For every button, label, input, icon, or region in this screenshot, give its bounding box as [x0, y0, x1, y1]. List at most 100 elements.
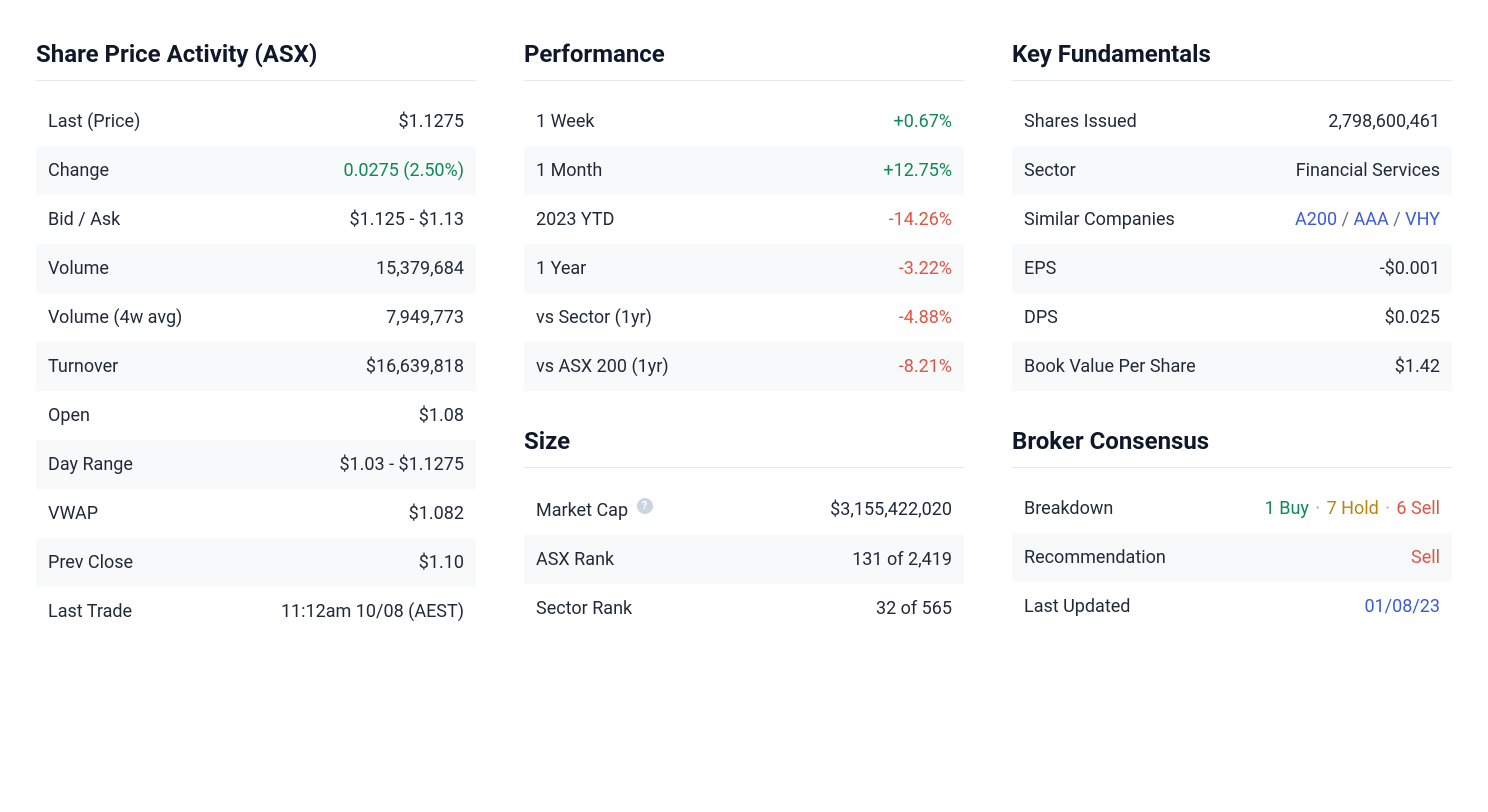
row-asx-rank: ASX Rank 131 of 2,419: [524, 535, 964, 584]
row-last-price: Last (Price) $1.1275: [36, 97, 476, 146]
label-prev-close: Prev Close: [48, 552, 133, 573]
row-vs-asx200: vs ASX 200 (1yr) -8.21%: [524, 342, 964, 391]
row-change: Change 0.0275 (2.50%): [36, 146, 476, 195]
value-day-range: $1.03 - $1.1275: [339, 454, 464, 475]
value-breakdown: 1 Buy · 7 Hold · 6 Sell: [1265, 498, 1440, 519]
row-bvps: Book Value Per Share $1.42: [1012, 342, 1452, 391]
label-similar-companies: Similar Companies: [1024, 209, 1175, 230]
label-sector: Sector: [1024, 160, 1076, 181]
value-shares-issued: 2,798,600,461: [1328, 111, 1440, 132]
value-vs-sector: -4.88%: [899, 307, 952, 328]
key-fundamentals-rows: Shares Issued 2,798,600,461 Sector Finan…: [1012, 97, 1452, 391]
value-prev-close: $1.10: [419, 552, 464, 573]
label-volume: Volume: [48, 258, 109, 279]
value-bvps: $1.42: [1395, 356, 1440, 377]
label-1-year: 1 Year: [536, 258, 586, 279]
middle-column: Performance 1 Week +0.67% 1 Month +12.75…: [524, 40, 964, 636]
value-vs-asx200: -8.21%: [899, 356, 952, 377]
performance-title: Performance: [524, 40, 964, 81]
label-day-range: Day Range: [48, 454, 133, 475]
similar-link-2[interactable]: VHY: [1405, 209, 1440, 230]
row-similar-companies: Similar Companies A200 / AAA / VHY: [1012, 195, 1452, 244]
row-open: Open $1.08: [36, 391, 476, 440]
value-sector-rank: 32 of 565: [876, 598, 952, 619]
row-vs-sector: vs Sector (1yr) -4.88%: [524, 293, 964, 342]
label-eps: EPS: [1024, 258, 1056, 279]
broker-consensus-rows: Breakdown 1 Buy · 7 Hold · 6 Sell Recomm…: [1012, 484, 1452, 631]
row-breakdown: Breakdown 1 Buy · 7 Hold · 6 Sell: [1012, 484, 1452, 533]
value-market-cap: $3,155,422,020: [830, 499, 952, 520]
value-sector: Financial Services: [1296, 160, 1440, 181]
label-market-cap-text: Market Cap: [536, 500, 628, 521]
value-1-week: +0.67%: [894, 111, 953, 132]
row-1-week: 1 Week +0.67%: [524, 97, 964, 146]
row-turnover: Turnover $16,639,818: [36, 342, 476, 391]
label-ytd: 2023 YTD: [536, 209, 614, 230]
size-title: Size: [524, 427, 964, 468]
key-fundamentals-section: Key Fundamentals Shares Issued 2,798,600…: [1012, 40, 1452, 391]
label-vs-asx200: vs ASX 200 (1yr): [536, 356, 669, 377]
similar-sep-0: /: [1342, 209, 1354, 230]
value-asx-rank: 131 of 2,419: [852, 549, 952, 570]
row-volume: Volume 15,379,684: [36, 244, 476, 293]
row-volume-4w: Volume (4w avg) 7,949,773: [36, 293, 476, 342]
row-dps: DPS $0.025: [1012, 293, 1452, 342]
row-bid-ask: Bid / Ask $1.125 - $1.13: [36, 195, 476, 244]
value-last-price: $1.1275: [399, 111, 464, 132]
similar-link-0[interactable]: A200: [1295, 209, 1337, 230]
label-bid-ask: Bid / Ask: [48, 209, 120, 230]
similar-link-1[interactable]: AAA: [1354, 209, 1389, 230]
value-last-updated[interactable]: 01/08/23: [1364, 596, 1440, 617]
breakdown-sell: 6 Sell: [1396, 498, 1440, 519]
breakdown-hold: 7 Hold: [1327, 498, 1379, 519]
size-section: Size Market Cap ? $3,155,422,020 ASX Ran…: [524, 427, 964, 633]
row-last-trade: Last Trade 11:12am 10/08 (AEST): [36, 587, 476, 636]
value-1-month: +12.75%: [883, 160, 952, 181]
label-shares-issued: Shares Issued: [1024, 111, 1137, 132]
label-last-trade: Last Trade: [48, 601, 132, 622]
performance-section: Performance 1 Week +0.67% 1 Month +12.75…: [524, 40, 964, 391]
value-volume-4w: 7,949,773: [386, 307, 464, 328]
value-volume: 15,379,684: [376, 258, 464, 279]
value-1-year: -3.22%: [899, 258, 952, 279]
share-price-activity-title: Share Price Activity (ASX): [36, 40, 476, 81]
label-1-month: 1 Month: [536, 160, 602, 181]
row-ytd: 2023 YTD -14.26%: [524, 195, 964, 244]
row-1-month: 1 Month +12.75%: [524, 146, 964, 195]
row-sector-rank: Sector Rank 32 of 565: [524, 584, 964, 633]
row-last-updated: Last Updated 01/08/23: [1012, 582, 1452, 631]
value-vwap: $1.082: [409, 503, 464, 524]
row-recommendation: Recommendation Sell: [1012, 533, 1452, 582]
label-open: Open: [48, 405, 90, 426]
share-price-activity-rows: Last (Price) $1.1275 Change 0.0275 (2.50…: [36, 97, 476, 636]
right-column: Key Fundamentals Shares Issued 2,798,600…: [1012, 40, 1452, 636]
help-icon[interactable]: ?: [637, 498, 653, 514]
value-dps: $0.025: [1385, 307, 1440, 328]
value-last-trade: 11:12am 10/08 (AEST): [281, 601, 464, 622]
row-vwap: VWAP $1.082: [36, 489, 476, 538]
label-last-price: Last (Price): [48, 111, 140, 132]
value-recommendation: Sell: [1411, 547, 1440, 568]
value-similar-companies: A200 / AAA / VHY: [1295, 209, 1440, 230]
label-volume-4w: Volume (4w avg): [48, 307, 182, 328]
share-price-activity-section: Share Price Activity (ASX) Last (Price) …: [36, 40, 476, 636]
similar-sep-1: /: [1393, 209, 1405, 230]
label-sector-rank: Sector Rank: [536, 598, 632, 619]
size-rows: Market Cap ? $3,155,422,020 ASX Rank 131…: [524, 484, 964, 633]
breakdown-dot-0: ·: [1309, 498, 1327, 519]
row-prev-close: Prev Close $1.10: [36, 538, 476, 587]
breakdown-buy: 1 Buy: [1265, 498, 1309, 519]
label-vs-sector: vs Sector (1yr): [536, 307, 652, 328]
row-sector: Sector Financial Services: [1012, 146, 1452, 195]
label-change: Change: [48, 160, 109, 181]
broker-consensus-section: Broker Consensus Breakdown 1 Buy · 7 Hol…: [1012, 427, 1452, 631]
dashboard-grid: Share Price Activity (ASX) Last (Price) …: [36, 40, 1452, 636]
row-shares-issued: Shares Issued 2,798,600,461: [1012, 97, 1452, 146]
label-asx-rank: ASX Rank: [536, 549, 614, 570]
label-market-cap: Market Cap ?: [536, 498, 653, 521]
label-bvps: Book Value Per Share: [1024, 356, 1196, 377]
key-fundamentals-title: Key Fundamentals: [1012, 40, 1452, 81]
label-last-updated: Last Updated: [1024, 596, 1130, 617]
broker-consensus-title: Broker Consensus: [1012, 427, 1452, 468]
label-turnover: Turnover: [48, 356, 118, 377]
